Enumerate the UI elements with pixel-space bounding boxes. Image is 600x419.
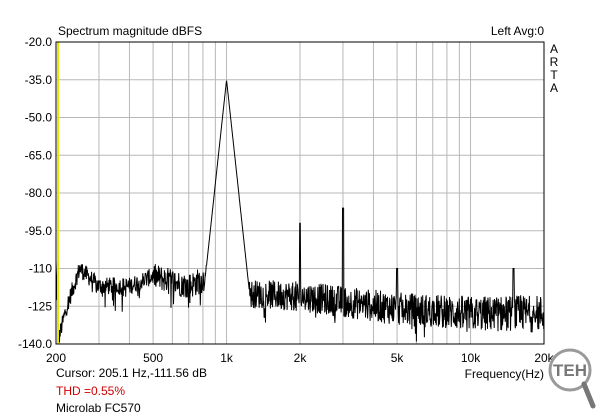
device-name: Microlab FC570 — [56, 401, 141, 415]
y-tick-label: -50.0 — [25, 111, 53, 125]
y-tick-label: -35.0 — [25, 73, 53, 87]
y-tick-label: -20.0 — [25, 35, 53, 49]
y-tick-label: -65.0 — [25, 148, 53, 162]
logo-text: TEH — [553, 361, 587, 380]
y-tick-label: -110 — [29, 262, 52, 276]
x-tick-label: 20k — [534, 351, 554, 365]
chart-title: Spectrum magnitude dBFS — [58, 24, 202, 38]
x-tick-label: 200 — [46, 351, 66, 365]
x-axis-tick-labels: 200 500 1k 2k 5k 10k 20k — [46, 351, 555, 365]
brand-letter: A — [550, 42, 558, 56]
x-tick-label: 10k — [461, 351, 481, 365]
cursor-readout: Cursor: 205.1 Hz,-111.56 dB — [56, 366, 207, 380]
x-tick-label: 5k — [391, 351, 405, 365]
brand-letter: R — [550, 55, 559, 69]
chart-top-right-label: Left Avg:0 — [491, 24, 544, 38]
x-tick-label: 500 — [143, 351, 163, 365]
y-tick-label: -140.0 — [18, 337, 52, 351]
spectrum-series-line — [55, 80, 545, 344]
y-tick-label: -125 — [28, 299, 52, 313]
grid — [56, 42, 544, 344]
y-tick-label: -95.0 — [25, 224, 53, 238]
brand-letter: A — [550, 81, 558, 95]
plot-frame — [55, 41, 545, 345]
thd-readout: THD =0.55% — [56, 384, 126, 398]
y-axis-tick-labels: -20.0 -35.0 -50.0 -65.0 -80.0 -95.0 -110 -125 -1… — [18, 35, 52, 351]
x-tick-label: 1k — [220, 351, 234, 365]
teh-labs-logo: TEH — [548, 348, 596, 409]
plot-area — [55, 41, 545, 345]
brand-letter: T — [550, 68, 558, 82]
x-tick-label: 2k — [294, 351, 308, 365]
y-tick-label: -80.0 — [25, 186, 53, 200]
x-axis-label: Frequency(Hz) — [465, 367, 544, 381]
